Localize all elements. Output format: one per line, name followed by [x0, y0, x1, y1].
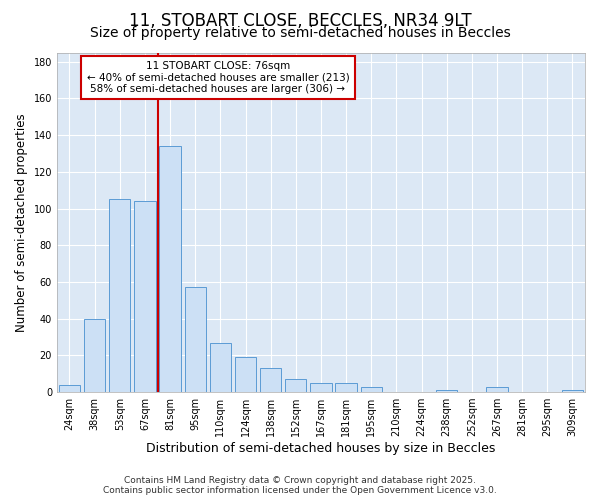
Bar [335, 383, 357, 392]
Text: Contains HM Land Registry data © Crown copyright and database right 2025.
Contai: Contains HM Land Registry data © Crown c… [103, 476, 497, 495]
Bar [260, 368, 281, 392]
Bar [185, 288, 206, 392]
Bar [436, 390, 457, 392]
Text: Size of property relative to semi-detached houses in Beccles: Size of property relative to semi-detach… [89, 26, 511, 40]
Bar [235, 357, 256, 392]
Text: 11, STOBART CLOSE, BECCLES, NR34 9LT: 11, STOBART CLOSE, BECCLES, NR34 9LT [128, 12, 472, 30]
Bar [361, 386, 382, 392]
Text: 11 STOBART CLOSE: 76sqm
← 40% of semi-detached houses are smaller (213)
58% of s: 11 STOBART CLOSE: 76sqm ← 40% of semi-de… [86, 61, 349, 94]
Y-axis label: Number of semi-detached properties: Number of semi-detached properties [15, 113, 28, 332]
X-axis label: Distribution of semi-detached houses by size in Beccles: Distribution of semi-detached houses by … [146, 442, 496, 455]
Bar [109, 200, 130, 392]
Bar [160, 146, 181, 392]
Bar [285, 379, 307, 392]
Bar [310, 383, 332, 392]
Bar [562, 390, 583, 392]
Bar [84, 318, 106, 392]
Bar [209, 342, 231, 392]
Bar [134, 201, 155, 392]
Bar [486, 386, 508, 392]
Bar [59, 384, 80, 392]
